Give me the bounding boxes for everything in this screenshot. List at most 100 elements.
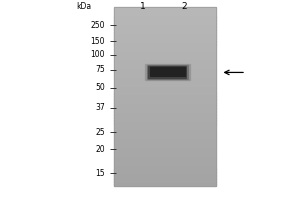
Bar bbox=[114, 140, 216, 141]
Bar bbox=[114, 177, 216, 179]
Bar bbox=[114, 55, 216, 56]
Bar bbox=[114, 102, 216, 104]
Bar bbox=[114, 108, 216, 110]
Bar bbox=[114, 77, 216, 79]
Bar bbox=[114, 53, 216, 55]
Bar bbox=[114, 92, 216, 94]
Bar bbox=[114, 141, 216, 143]
Bar bbox=[114, 65, 216, 67]
Bar bbox=[114, 82, 216, 83]
Bar bbox=[114, 117, 216, 119]
Bar bbox=[147, 65, 188, 79]
Bar bbox=[114, 137, 216, 138]
Bar bbox=[114, 153, 216, 155]
Bar bbox=[114, 169, 216, 171]
Text: 1: 1 bbox=[140, 2, 146, 11]
Bar bbox=[114, 101, 216, 103]
Bar bbox=[114, 144, 216, 146]
Bar bbox=[114, 26, 216, 28]
Text: 50: 50 bbox=[95, 83, 105, 92]
Bar bbox=[114, 7, 216, 186]
Bar bbox=[114, 132, 216, 134]
Bar bbox=[114, 43, 216, 45]
Bar bbox=[114, 70, 216, 71]
Bar bbox=[114, 168, 216, 170]
Bar bbox=[114, 105, 216, 107]
Bar bbox=[114, 41, 216, 43]
Bar bbox=[114, 22, 216, 24]
Bar bbox=[114, 89, 216, 91]
Bar bbox=[145, 64, 190, 80]
Bar bbox=[114, 12, 216, 13]
Bar bbox=[114, 134, 216, 135]
Bar bbox=[114, 40, 216, 42]
Bar bbox=[114, 85, 216, 86]
Text: 20: 20 bbox=[95, 145, 105, 154]
Bar bbox=[114, 32, 216, 34]
Text: 2: 2 bbox=[182, 2, 187, 11]
Bar bbox=[114, 79, 216, 80]
Bar bbox=[114, 162, 216, 164]
Bar bbox=[114, 110, 216, 112]
Bar bbox=[114, 156, 216, 158]
Text: 25: 25 bbox=[95, 128, 105, 137]
Bar bbox=[114, 46, 216, 47]
Bar bbox=[114, 67, 216, 68]
Bar bbox=[114, 95, 216, 97]
Bar bbox=[114, 174, 216, 176]
Bar bbox=[114, 161, 216, 162]
Bar bbox=[114, 164, 216, 165]
Bar bbox=[114, 37, 216, 39]
Bar bbox=[114, 165, 216, 167]
Bar bbox=[114, 183, 216, 185]
Bar bbox=[114, 123, 216, 125]
Bar bbox=[114, 125, 216, 126]
Text: 15: 15 bbox=[95, 169, 105, 178]
Bar bbox=[114, 175, 216, 177]
Bar bbox=[114, 107, 216, 109]
Text: 100: 100 bbox=[91, 50, 105, 59]
Bar bbox=[114, 119, 216, 121]
Bar bbox=[114, 120, 216, 122]
Bar bbox=[114, 56, 216, 58]
Bar bbox=[114, 152, 216, 153]
Bar bbox=[114, 122, 216, 124]
Bar bbox=[114, 17, 216, 19]
Bar bbox=[114, 28, 216, 30]
Bar bbox=[114, 150, 216, 152]
Bar bbox=[114, 138, 216, 140]
Bar bbox=[114, 116, 216, 118]
Bar bbox=[114, 47, 216, 49]
Bar bbox=[114, 98, 216, 100]
Bar bbox=[114, 62, 216, 64]
Bar bbox=[114, 159, 216, 161]
Bar bbox=[114, 59, 216, 61]
Bar bbox=[114, 61, 216, 62]
Bar bbox=[114, 91, 216, 92]
Bar bbox=[114, 50, 216, 52]
Bar bbox=[114, 99, 216, 101]
Bar bbox=[114, 73, 216, 74]
Bar bbox=[114, 74, 216, 76]
Text: 150: 150 bbox=[91, 37, 105, 46]
Bar bbox=[114, 68, 216, 70]
Text: 75: 75 bbox=[95, 65, 105, 74]
Bar bbox=[114, 80, 216, 82]
Bar bbox=[114, 158, 216, 159]
Bar bbox=[114, 135, 216, 137]
Bar bbox=[114, 178, 216, 180]
Text: 37: 37 bbox=[95, 103, 105, 112]
Bar bbox=[114, 146, 216, 147]
Bar bbox=[114, 64, 216, 65]
Bar bbox=[114, 167, 216, 168]
Bar bbox=[114, 86, 216, 88]
Bar bbox=[114, 19, 216, 21]
Bar bbox=[114, 104, 216, 106]
Bar bbox=[114, 180, 216, 182]
Bar bbox=[114, 172, 216, 174]
Bar bbox=[148, 66, 187, 78]
Bar bbox=[114, 76, 216, 77]
Bar bbox=[114, 113, 216, 115]
Bar bbox=[114, 143, 216, 144]
Bar bbox=[114, 147, 216, 149]
